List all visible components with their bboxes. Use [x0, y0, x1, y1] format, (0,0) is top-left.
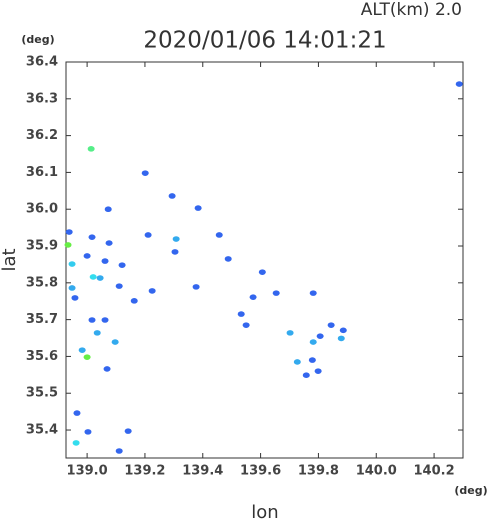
echo-point [130, 298, 138, 304]
echo-point [84, 429, 92, 435]
echo-point [314, 368, 322, 374]
echo-point [194, 205, 202, 211]
echo-point [68, 285, 76, 291]
y-tick-label: 35.4 [26, 423, 58, 438]
echo-point [148, 288, 156, 294]
y-tick-label: 35.6 [26, 349, 58, 364]
echo-point [87, 146, 95, 152]
altitude-label: ALT(km) 2.0 [361, 0, 462, 20]
echo-point [215, 232, 223, 238]
y-tick-label: 36.1 [26, 165, 58, 180]
y-tick-label: 36.3 [26, 91, 58, 106]
echo-point [141, 170, 149, 176]
x-tick-label: 139.6 [240, 464, 281, 479]
echo-point [111, 339, 119, 345]
y-tick-label: 35.5 [26, 386, 58, 401]
echo-point [83, 253, 91, 259]
x-unit: (deg) [454, 484, 487, 497]
y-unit: (deg) [21, 33, 54, 46]
echo-point [124, 428, 132, 434]
echo-point [327, 322, 335, 328]
echo-point [309, 290, 317, 296]
echo-point [73, 410, 81, 416]
echo-point [115, 283, 123, 289]
echo-point [172, 236, 180, 242]
y-tick-label: 36.0 [26, 202, 58, 217]
echo-point [101, 258, 109, 264]
chart-title: 2020/01/06 14:01:21 [143, 28, 386, 54]
echo-point [104, 206, 112, 213]
echo-point [68, 261, 76, 267]
echo-point [171, 249, 179, 255]
echo-point [96, 275, 104, 281]
echo-point [237, 311, 245, 317]
echo-point [339, 327, 347, 334]
echo-point [65, 229, 73, 235]
y-tick-label: 35.9 [26, 239, 58, 254]
echo-point [72, 440, 80, 446]
y-tick-label: 36.4 [26, 55, 58, 70]
x-tick-label: 140.0 [356, 464, 397, 479]
echo-point [224, 256, 232, 262]
echo-point [286, 330, 294, 336]
x-tick-label: 140.2 [414, 464, 455, 479]
echo-point [83, 354, 91, 360]
x-tick-label: 139.4 [182, 464, 223, 479]
y-axis-label: lat [0, 248, 20, 271]
y-tick-label: 36.2 [26, 128, 58, 143]
echo-point [168, 193, 176, 199]
echo-point [71, 295, 79, 301]
echo-point [89, 274, 97, 280]
echo-point [308, 357, 316, 363]
echo-point [105, 240, 113, 246]
x-tick-label: 139.8 [298, 464, 339, 479]
echo-point [88, 317, 96, 323]
echo-point [258, 269, 266, 275]
echo-point [118, 262, 126, 268]
echo-point [101, 317, 109, 323]
echo-point [272, 290, 280, 296]
echo-point [103, 366, 111, 372]
echo-point [293, 359, 301, 365]
echo-point [192, 284, 200, 290]
echo-point [242, 322, 250, 328]
echo-point [144, 232, 152, 238]
echo-point [302, 372, 310, 378]
echo-point [64, 242, 72, 248]
echo-point [455, 81, 463, 87]
echo-point [249, 294, 257, 300]
echo-point [115, 448, 123, 454]
echo-point [316, 333, 324, 339]
y-tick-label: 35.8 [26, 275, 58, 290]
echo-point [309, 339, 317, 345]
plot-frame [65, 61, 464, 459]
echo-point [78, 347, 86, 353]
echo-point [337, 335, 345, 342]
echo-point [88, 234, 96, 240]
x-axis-label: lon [251, 502, 278, 521]
x-tick-label: 139.2 [124, 464, 165, 479]
x-tick-label: 139.0 [67, 464, 108, 479]
echo-point [93, 330, 101, 336]
y-tick-label: 35.7 [26, 312, 58, 327]
